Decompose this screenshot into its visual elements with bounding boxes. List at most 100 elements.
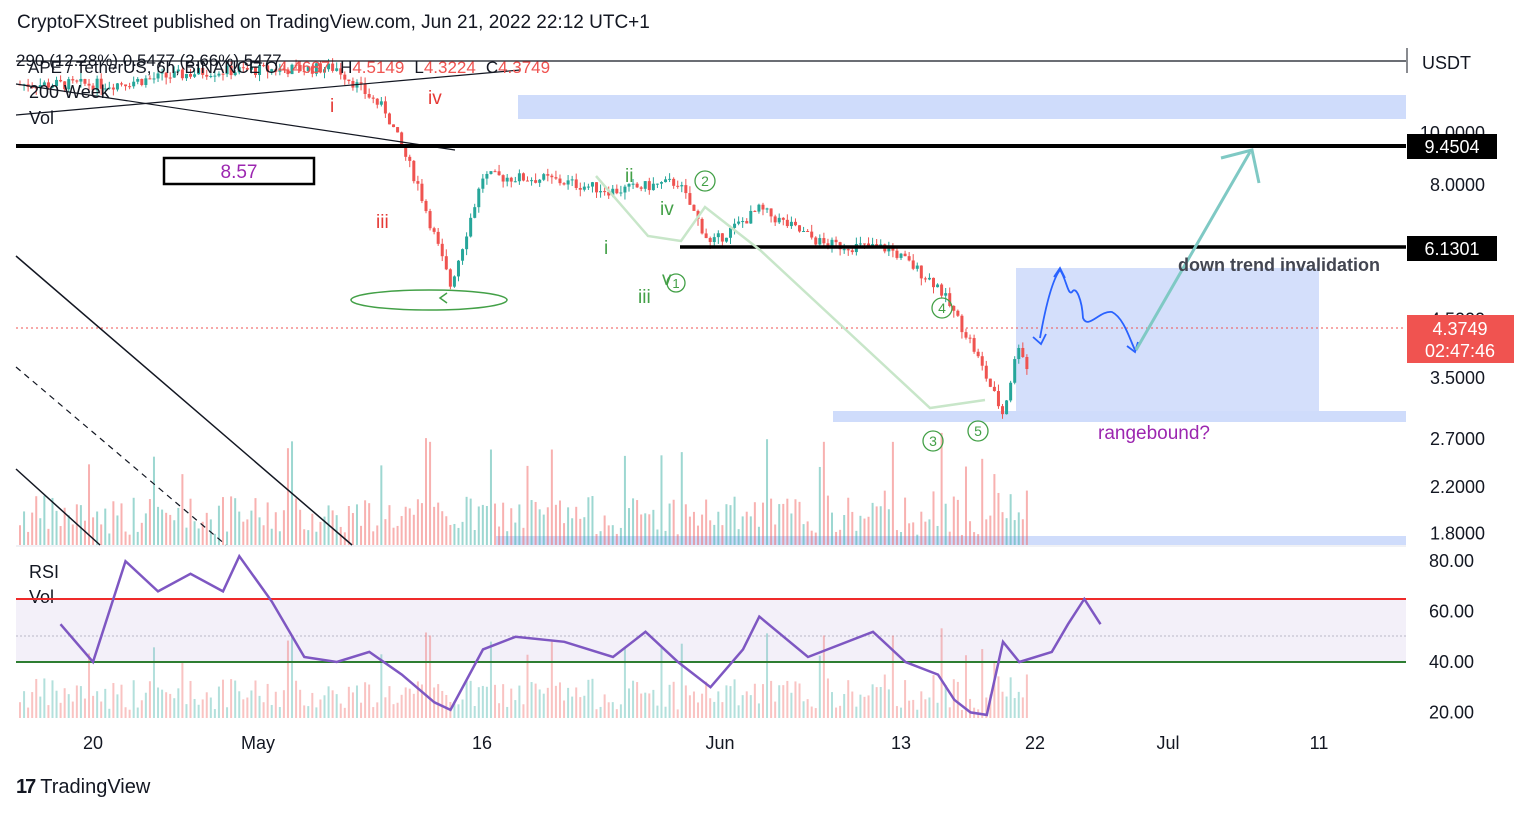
volume-bar — [806, 521, 809, 545]
rsi-volume-bar — [1017, 691, 1020, 718]
candle-body — [1021, 347, 1025, 357]
rsi-volume-bar — [152, 647, 155, 718]
rsi-volume-bar — [944, 684, 947, 718]
wave-circle-5: 5 — [967, 420, 989, 442]
rsi-volume-bar — [997, 676, 1000, 718]
volume-bar — [83, 520, 86, 545]
volume-bar — [181, 474, 184, 545]
candle-body — [408, 156, 412, 161]
volume-bar — [319, 521, 322, 545]
volume-bar — [242, 521, 245, 545]
rsi-volume-bar — [79, 686, 82, 718]
volume-bar — [161, 509, 164, 545]
candle-body — [615, 188, 619, 194]
volume-bar — [514, 522, 517, 545]
rsi-volume-bar — [575, 687, 578, 718]
rsi-volume-bar — [1005, 696, 1008, 718]
volume-bar — [603, 515, 606, 545]
candle-body — [785, 219, 789, 227]
volume-bar — [234, 498, 237, 545]
tradingview-brand[interactable]: 17 TradingView — [16, 776, 150, 799]
green-ellipse — [350, 289, 508, 311]
candle-body — [611, 188, 615, 196]
candle-body — [323, 69, 326, 73]
volume-bar — [757, 526, 760, 545]
candle-body — [960, 315, 964, 333]
rsi-volume-bar — [477, 687, 480, 718]
volume-bar — [981, 458, 984, 545]
volume-bar — [717, 511, 720, 545]
volume-bar — [100, 524, 103, 545]
candle-body — [379, 101, 383, 105]
volume-bar — [494, 503, 497, 545]
candle-body — [810, 231, 814, 238]
volume-bar — [1025, 490, 1028, 545]
volume-bar — [668, 503, 671, 545]
rsi-volume-bar — [140, 700, 143, 718]
volume-bar — [920, 511, 923, 545]
volume-bar — [177, 507, 180, 545]
rsi-volume-bar — [262, 702, 265, 718]
rsi-volume-bar — [790, 692, 793, 718]
volume-bar — [644, 513, 647, 545]
volume-bar — [217, 505, 220, 545]
rsi-volume-bar — [384, 697, 387, 718]
rsi-volume-bar — [883, 674, 886, 718]
volume-bar — [23, 511, 26, 545]
rsi-volume-bar — [120, 684, 123, 718]
candle-body — [404, 146, 408, 157]
volume-bar — [794, 499, 797, 545]
rsi-volume-bar — [656, 705, 659, 718]
candle-body — [412, 160, 416, 182]
rsi-volume-bar — [250, 690, 253, 718]
volume-bar — [213, 533, 216, 545]
rsi-volume-bar — [607, 702, 610, 718]
tag-6-13: 6.1301 — [1424, 239, 1479, 259]
rsi-volume-bar — [660, 646, 663, 718]
volume-bar — [92, 517, 95, 545]
candle-body — [590, 182, 594, 187]
rsi-volume-bar — [615, 709, 618, 718]
rsi-volume-bar — [563, 700, 566, 718]
candle-body — [992, 386, 996, 392]
volume-bar — [157, 506, 160, 545]
volume-bar — [140, 522, 143, 545]
rsi-volume-bar — [770, 680, 773, 718]
legend-row1: 290 (12.28%) 0.5477 (2.66%) 5477 — [16, 51, 282, 70]
rsi-volume-bar — [173, 698, 176, 718]
volume-bar — [802, 524, 805, 545]
volume-bar — [258, 517, 261, 545]
tag-last-price-bg — [1407, 315, 1514, 363]
volume-bar — [489, 449, 492, 545]
candle-body — [245, 68, 249, 70]
volume-bar — [664, 530, 667, 545]
rsi-volume-bar — [299, 689, 302, 718]
time-axis-label: 22 — [1025, 733, 1045, 753]
rsi-volume-bar — [628, 688, 630, 718]
volume-bar — [619, 527, 622, 545]
volume-bar — [814, 532, 817, 545]
volume-bar — [550, 449, 553, 545]
candle-body — [737, 221, 741, 224]
rsi-volume-bar — [148, 681, 151, 718]
candle-body — [111, 87, 115, 90]
volume-bar — [863, 518, 866, 545]
candle-body — [875, 244, 879, 247]
rsi-volume-bar — [368, 684, 371, 718]
volume-bar — [969, 521, 972, 545]
candle-body — [720, 233, 724, 242]
volume-bar — [587, 497, 590, 545]
rsi-volume-bar — [437, 684, 440, 718]
rsi-volume-bar — [360, 702, 363, 718]
rsi-volume-bar — [916, 709, 919, 718]
rsi-volume-bar — [303, 705, 306, 718]
candle-body — [729, 227, 732, 238]
candle-body — [30, 86, 34, 88]
candle-body — [306, 66, 310, 72]
rsi-volume-bar — [35, 678, 38, 718]
volume-bar — [741, 516, 744, 545]
wave-red-iii: iii — [376, 212, 389, 233]
volume-bar — [936, 525, 939, 545]
candle-body — [294, 64, 298, 66]
rsi-volume-bar — [908, 700, 911, 718]
